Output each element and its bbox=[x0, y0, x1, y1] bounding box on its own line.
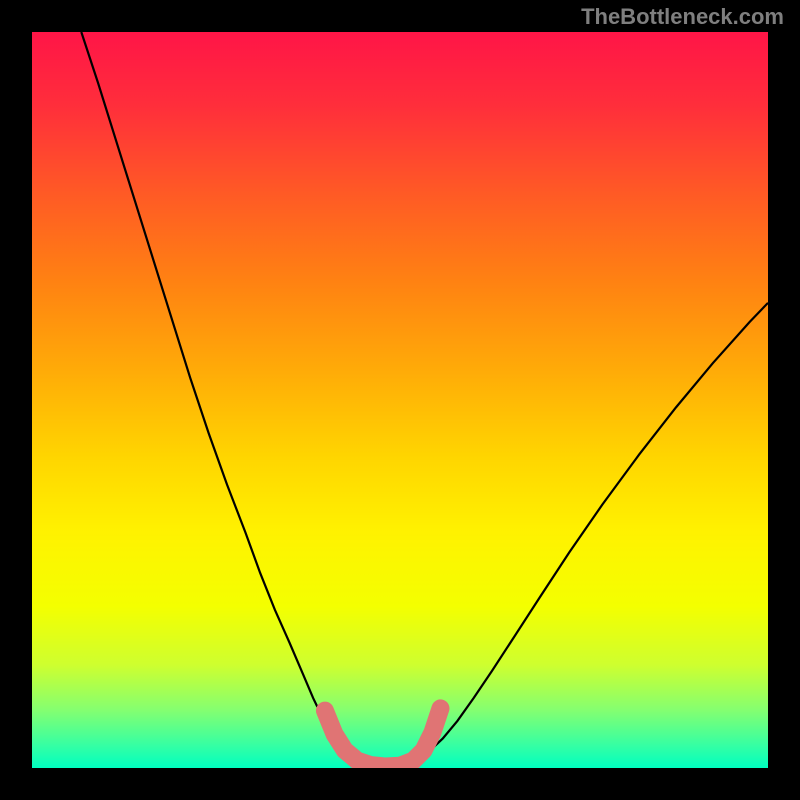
gradient-background bbox=[32, 32, 768, 768]
plot-area bbox=[32, 32, 768, 768]
chart-container: TheBottleneck.com bbox=[0, 0, 800, 800]
watermark-text: TheBottleneck.com bbox=[581, 4, 784, 30]
